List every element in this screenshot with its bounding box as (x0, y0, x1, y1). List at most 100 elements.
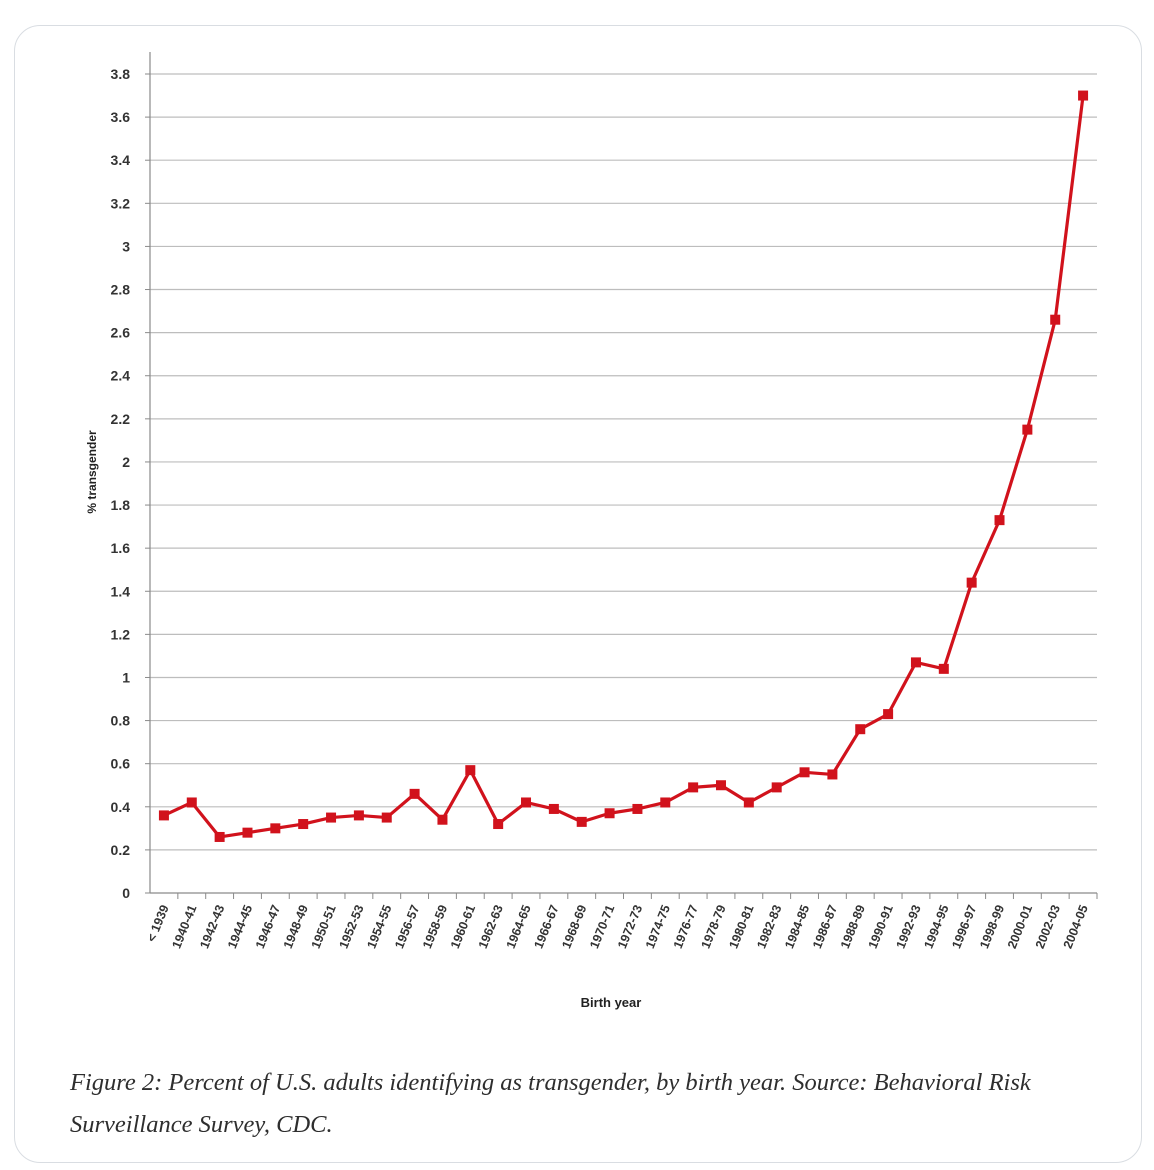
x-tick-labels: < 19391940-411942-431944-451946-471948-4… (144, 903, 1091, 951)
figure-caption: Figure 2: Percent of U.S. adults identif… (70, 1069, 1031, 1138)
gridlines (150, 73, 1097, 851)
x-tick-label: 1990-91 (866, 903, 896, 951)
x-tick-label: 1956-57 (392, 903, 422, 951)
data-point (353, 810, 364, 821)
y-tick-label: 1.4 (111, 583, 131, 599)
series-line (163, 95, 1085, 839)
data-point (214, 831, 225, 842)
data-point (910, 657, 921, 668)
data-point (715, 780, 726, 791)
x-tick-label: 1942-43 (197, 903, 227, 951)
x-tick-label: 1940-41 (169, 903, 199, 951)
y-axis-label: % transgender (85, 430, 99, 514)
y-tick-labels: 0 0.2 0.4 0.6 0.8 1 1.2 1.4 1.6 1.8 2 2.2 2.4 2.6 2.8 3… (111, 66, 131, 901)
data-point (994, 515, 1005, 526)
data-point (771, 782, 782, 793)
y-tick-label: 2.4 (111, 368, 131, 384)
x-tick-label: 1992-93 (894, 903, 924, 951)
x-tick-label: 1994-95 (921, 903, 951, 951)
data-point (1078, 90, 1089, 101)
y-tick-label: 1.2 (111, 626, 131, 642)
y-tick-label: 1.8 (111, 497, 131, 513)
x-tick-label: 1958-59 (420, 903, 450, 951)
data-point (1022, 424, 1033, 435)
data-point (326, 812, 337, 823)
x-tick-label: 1980-81 (726, 903, 756, 951)
data-point (966, 577, 977, 588)
data-point (465, 765, 476, 776)
x-tick-label: 1988-89 (838, 903, 868, 951)
data-point (660, 797, 671, 808)
data-point (576, 816, 587, 827)
x-tick-label: 1946-47 (253, 903, 283, 951)
x-tick-label: 1950-51 (309, 903, 339, 951)
data-point (548, 803, 559, 814)
y-tick-label: 2.6 (111, 325, 131, 341)
data-point (743, 797, 754, 808)
x-tick-label: 1962-63 (476, 903, 506, 951)
x-tick-label: 1974-75 (643, 903, 673, 951)
y-tick-label: 2.2 (111, 411, 131, 427)
data-point (827, 769, 838, 780)
data-point (632, 803, 643, 814)
data-point (242, 827, 253, 838)
data-point (437, 814, 448, 825)
x-tick-label: 2004-05 (1061, 903, 1091, 951)
y-tick-label: 3.6 (111, 109, 131, 125)
x-tick-label: 1944-45 (225, 903, 255, 951)
y-tick-label: 0.8 (111, 713, 131, 729)
y-tick-label: 3.4 (111, 152, 131, 168)
series-line (163, 95, 1085, 839)
data-point (186, 797, 197, 808)
y-tick-label: 0.6 (111, 756, 131, 772)
x-tick-label: 1996-97 (949, 903, 979, 951)
x-tick-label: 1984-85 (782, 903, 812, 951)
y-tick-label: 2.8 (111, 282, 131, 298)
data-point (883, 709, 894, 720)
x-tick-label: 1972-73 (615, 903, 645, 951)
x-tick-label: 1954-55 (364, 903, 394, 951)
data-point (604, 808, 615, 819)
x-tick-label: 1978-79 (699, 903, 729, 951)
data-point (938, 663, 949, 674)
y-tick-label: 1 (122, 669, 130, 685)
y-tick-label: 3 (122, 238, 130, 254)
y-tick-label: 2 (122, 454, 130, 470)
y-tick-label: 1.6 (111, 540, 131, 556)
x-axis-label: Birth year (581, 995, 642, 1010)
data-point (493, 819, 504, 830)
x-tick-label: 1976-77 (671, 903, 701, 951)
x-tick-label: 1998-99 (977, 903, 1007, 951)
data-point (270, 823, 281, 834)
x-tick-label: 1948-49 (281, 903, 311, 951)
x-tick-label: 2000-01 (1005, 903, 1035, 951)
data-point (799, 767, 810, 778)
data-point (381, 812, 392, 823)
y-tick-label: 3.8 (111, 66, 131, 82)
data-point (298, 819, 309, 830)
figure-card (14, 25, 1142, 1163)
y-tick-label: 0.2 (111, 842, 131, 858)
y-tick-label: 3.2 (111, 195, 131, 211)
x-tick-label: 1966-67 (531, 903, 561, 951)
x-tick-label: 1968-69 (559, 903, 589, 951)
data-point (855, 724, 866, 735)
x-tick-label: 1952-53 (337, 903, 367, 951)
y-tick-label: 0 (122, 885, 130, 901)
x-tick-label: 1982-83 (754, 903, 784, 951)
series-markers (158, 90, 1089, 842)
data-point (409, 788, 420, 799)
data-point (521, 797, 532, 808)
x-tick-label: 1970-71 (587, 903, 617, 951)
y-tick-label: 0.4 (111, 799, 131, 815)
x-tick-label: 1960-61 (448, 903, 478, 951)
data-point (158, 810, 169, 821)
data-point (688, 782, 699, 793)
line-chart: 0 0.2 0.4 0.6 0.8 1 1.2 1.4 1.6 1.8 2 2.2 2.4 2.6 2.8 3… (85, 52, 1098, 1010)
x-tick-label: 1986-87 (810, 903, 840, 951)
x-tick-label: 2002-03 (1033, 903, 1063, 951)
x-tick-label: 1964-65 (504, 903, 534, 951)
data-point (1050, 314, 1061, 325)
axes (145, 52, 1098, 899)
x-tick-label: < 1939 (144, 903, 171, 944)
